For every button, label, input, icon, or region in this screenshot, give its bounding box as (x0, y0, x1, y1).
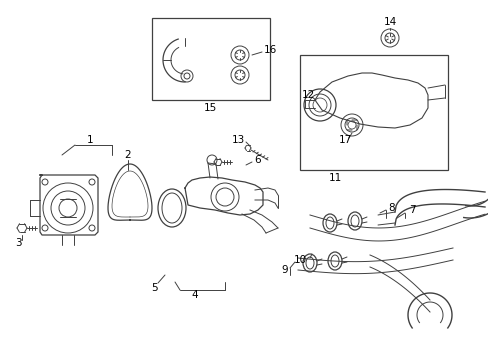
Text: 15: 15 (203, 103, 216, 113)
Text: 1: 1 (86, 135, 93, 145)
Text: 16: 16 (263, 45, 276, 55)
Text: 3: 3 (15, 238, 21, 248)
Bar (299, 55, 447, 170)
Text: 4: 4 (191, 290, 198, 300)
Text: 6: 6 (254, 155, 261, 165)
Bar (152, 18, 269, 100)
Text: 5: 5 (151, 283, 158, 293)
Text: 17: 17 (338, 135, 351, 145)
Text: 8: 8 (388, 203, 394, 213)
Text: 13: 13 (231, 135, 244, 145)
Text: 10: 10 (293, 255, 306, 265)
Text: 14: 14 (383, 17, 396, 27)
Text: 9: 9 (281, 265, 288, 275)
Text: 12: 12 (301, 90, 314, 100)
Text: 7: 7 (408, 205, 414, 215)
Text: 2: 2 (124, 150, 131, 160)
Text: 11: 11 (328, 173, 341, 183)
